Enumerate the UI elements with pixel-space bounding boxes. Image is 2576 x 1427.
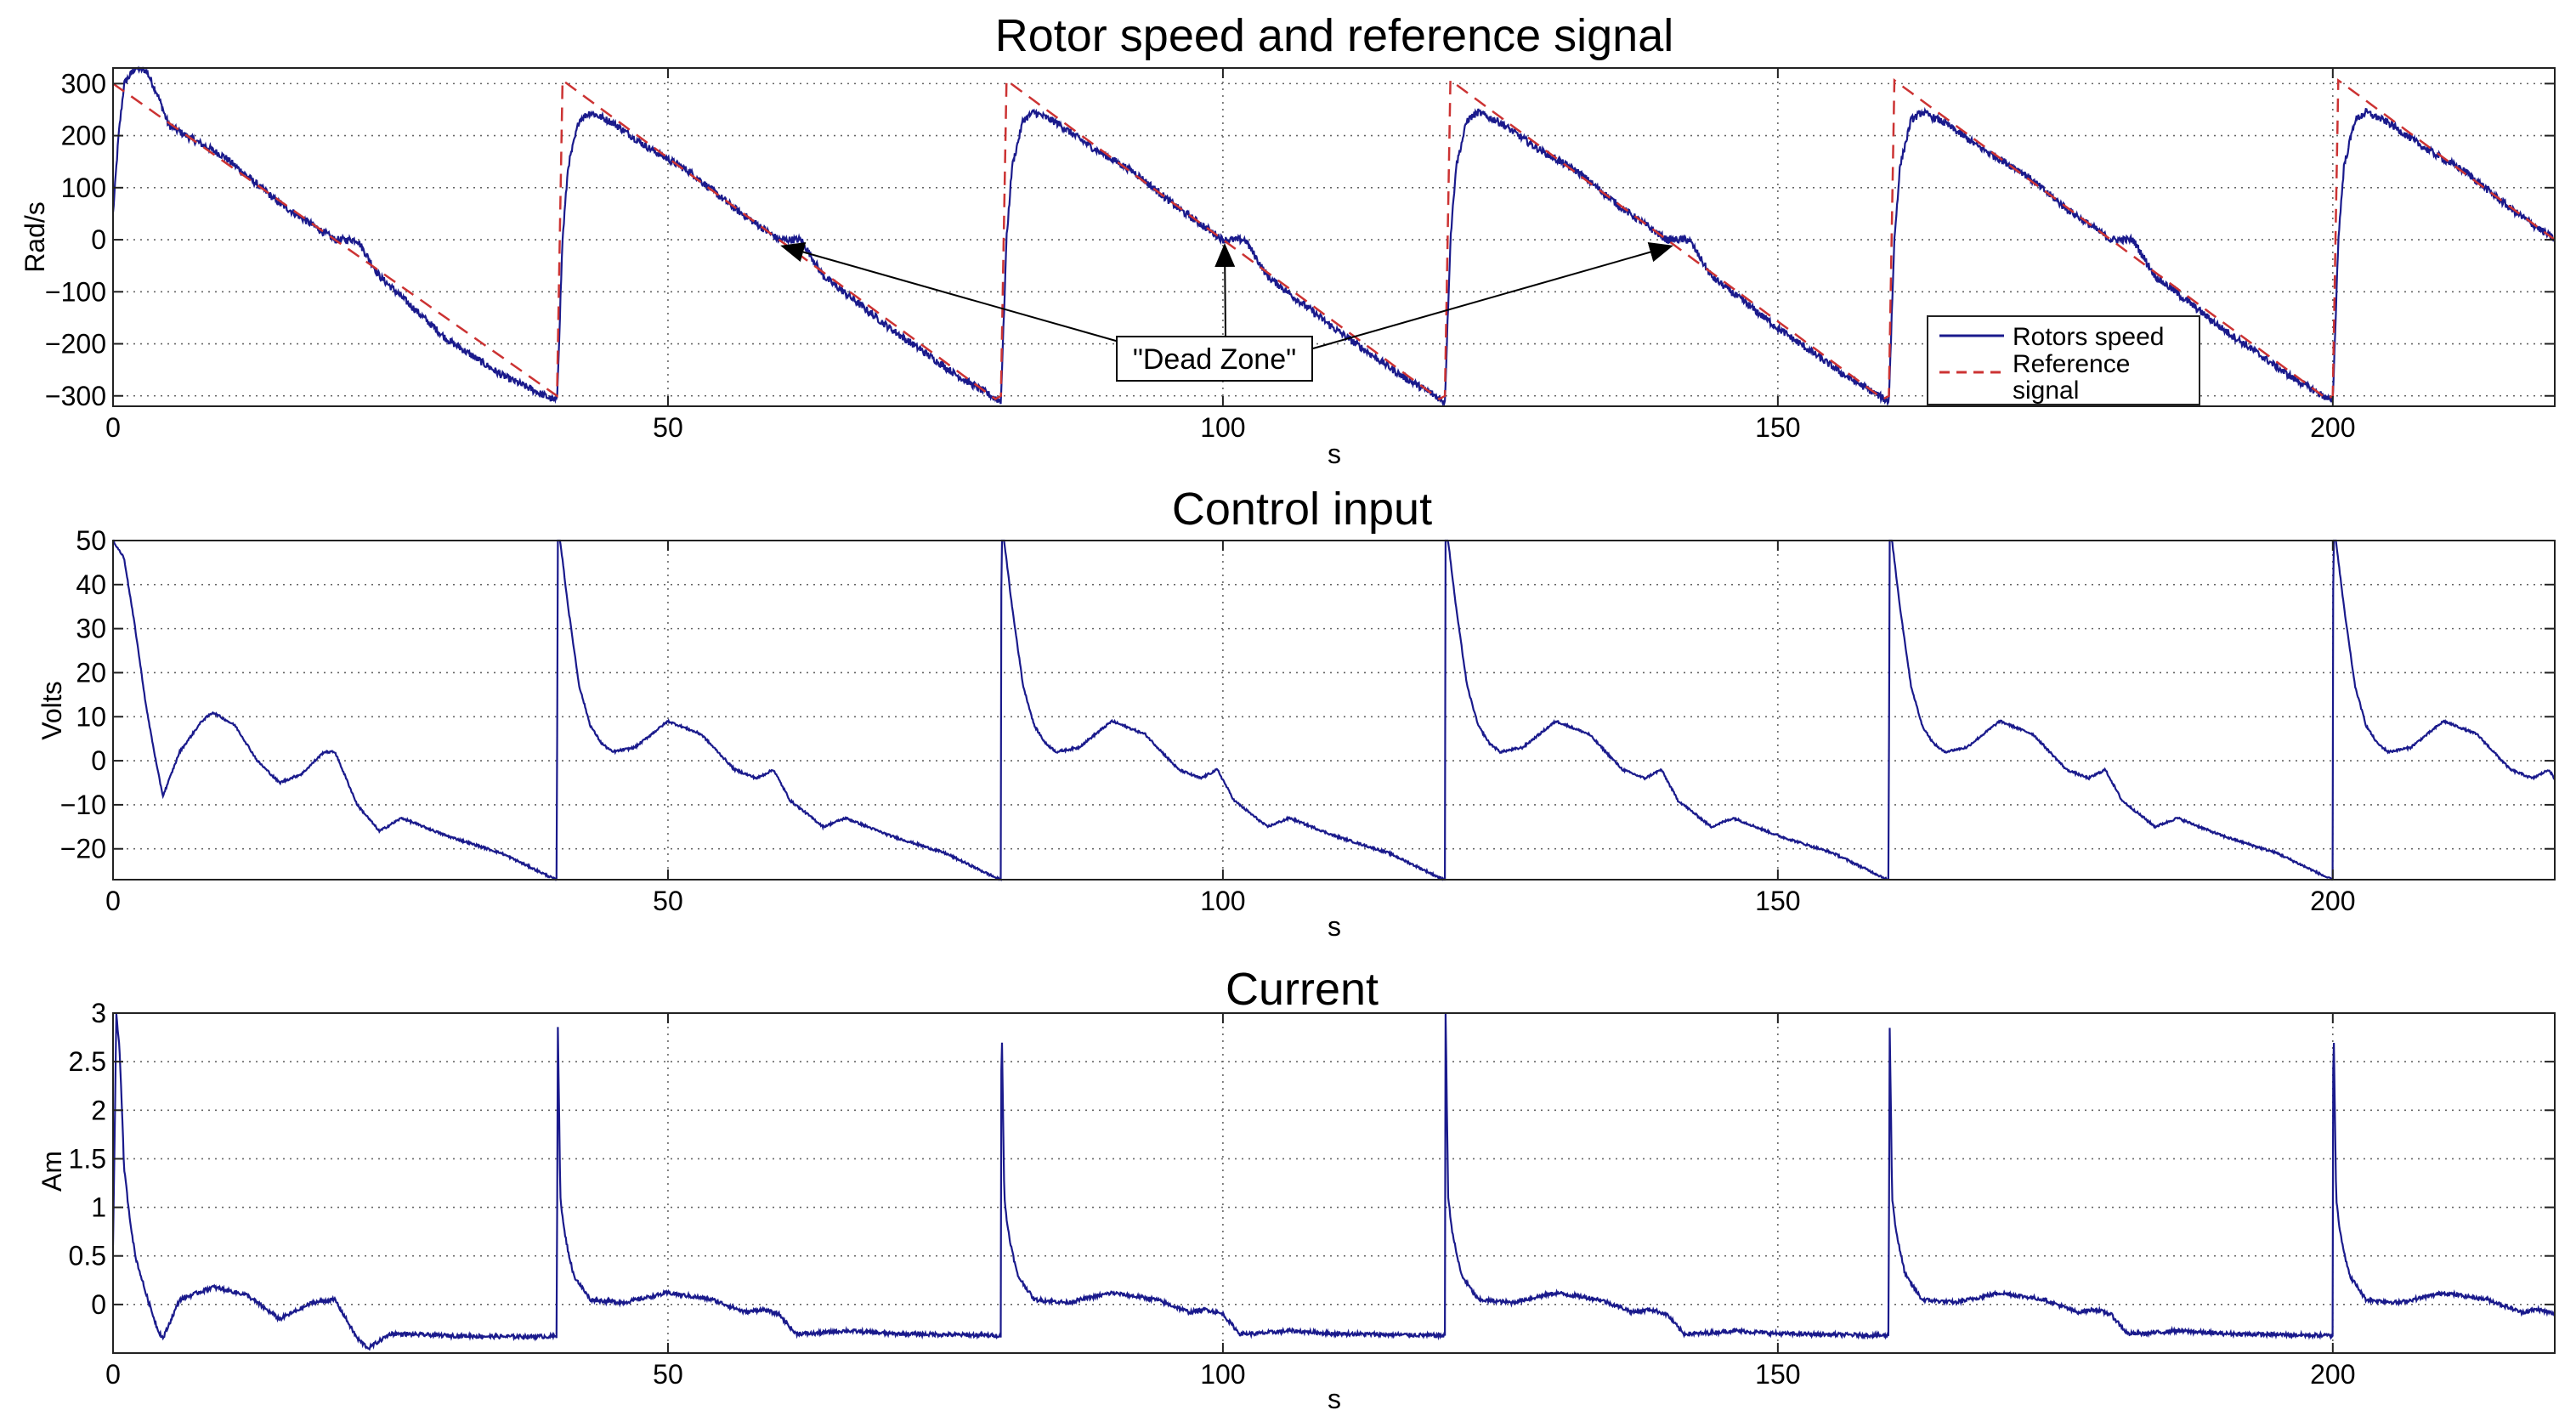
control-input-ytick-label-50: 50 <box>76 525 106 556</box>
control-input-ytick-label-30: 30 <box>76 614 106 644</box>
legend: Rotors speed Reference signal <box>1927 315 2200 405</box>
current-panel: Current Am s 0 50 100 150 200 3 2.5 2 1.5 1 0.5 0 <box>37 964 2556 1414</box>
control-input-ylabel: Volts <box>37 681 67 739</box>
dead-zone-arrow-100 <box>1214 243 1236 337</box>
legend-box <box>1927 315 2200 405</box>
rotor-speed-plot-frame <box>112 67 2556 407</box>
control-input-xlabel: s <box>1328 911 1341 942</box>
dead-zone-annotation: "Dead Zone" <box>780 242 1673 382</box>
rotor-speed-ytick-label--300: −300 <box>45 381 106 411</box>
dead-zone-box <box>1116 336 1313 382</box>
rotor-speed-xtick-label-0: 0 <box>105 412 121 443</box>
control-input-series-line <box>112 539 2556 881</box>
current-xtick-label-200: 200 <box>2310 1359 2355 1390</box>
control-input-panel: Control input Volts s 0 50 100 150 200504030… <box>37 484 2556 942</box>
dead-zone-arrow-140 <box>1312 242 1673 349</box>
rotor-speed-ytick-label--100: −100 <box>45 276 106 307</box>
rotor-speed-xtick-label-150: 150 <box>1755 412 1800 443</box>
dead-zone-arrow-60 <box>780 242 1123 343</box>
dead-zone-label: "Dead Zone" <box>1133 343 1296 376</box>
current-ytick-label-3: 3 <box>91 998 106 1028</box>
current-title: Current <box>1226 964 1379 1015</box>
current-ylabel: Am <box>37 1151 67 1192</box>
current-xtick-label-150: 150 <box>1755 1359 1800 1390</box>
rotor-speed-title: Rotor speed and reference signal <box>995 10 1674 61</box>
legend-reference-label-signal: signal <box>2013 377 2079 405</box>
current-ytick-label-2.5: 2.5 <box>69 1046 106 1077</box>
rotor-speed-ytick-label-200: 200 <box>61 121 106 151</box>
rotor-speed-xtick-label-100: 100 <box>1200 412 1245 443</box>
current-plot-frame <box>112 1012 2556 1354</box>
current-xtick-label-100: 100 <box>1200 1359 1245 1390</box>
control-input-xtick-label-100: 100 <box>1200 886 1245 916</box>
control-input-ytick-label-10: 10 <box>76 701 106 732</box>
control-input-ytick-label--10: −10 <box>60 790 106 820</box>
rotor-speed-series-line <box>111 65 2556 407</box>
rotor-speed-ytick-label-100: 100 <box>61 173 106 203</box>
rotor-speed-ytick-label--200: −200 <box>45 329 106 360</box>
current-ytick-label-1.5: 1.5 <box>69 1143 106 1174</box>
rotor-speed-ytick-label-0: 0 <box>91 224 106 255</box>
legend-rotor-speed-label: Rotors speed <box>2013 323 2164 351</box>
current-ytick-label-2: 2 <box>91 1095 106 1125</box>
rotor-speed-panel: Rotor speed and reference signal Rad/s s… <box>20 10 2556 469</box>
control-input-xtick-label-150: 150 <box>1755 886 1800 916</box>
rotor-speed-ylabel: Rad/s <box>20 201 50 273</box>
control-input-ytick-label--20: −20 <box>60 834 106 864</box>
rotor-speed-xtick-label-200: 200 <box>2310 412 2355 443</box>
current-xtick-label-50: 50 <box>653 1359 683 1390</box>
control-input-xtick-label-200: 200 <box>2310 886 2355 916</box>
current-series-line <box>111 1012 2556 1351</box>
legend-reference-label: Reference <box>2013 350 2130 378</box>
control-input-ytick-label-40: 40 <box>76 569 106 600</box>
control-input-plot-frame <box>112 540 2556 881</box>
current-ytick-label-0.5: 0.5 <box>69 1241 106 1271</box>
current-xlabel: s <box>1328 1384 1341 1414</box>
current-ytick-label-1: 1 <box>91 1192 106 1223</box>
control-input-xtick-label-0: 0 <box>105 886 121 916</box>
control-input-title: Control input <box>1172 484 1432 535</box>
control-input-xtick-label-50: 50 <box>653 886 683 916</box>
rotor-speed-xtick-label-50: 50 <box>653 412 683 443</box>
current-ytick-label-0: 0 <box>91 1289 106 1320</box>
rotor-speed-xlabel: s <box>1328 439 1341 469</box>
rotor-speed-series-reference <box>112 78 2556 400</box>
control-input-ytick-label-20: 20 <box>76 657 106 688</box>
current-xtick-label-0: 0 <box>105 1359 121 1390</box>
control-input-ytick-label-0: 0 <box>91 745 106 776</box>
rotor-speed-ytick-label-300: 300 <box>61 68 106 99</box>
